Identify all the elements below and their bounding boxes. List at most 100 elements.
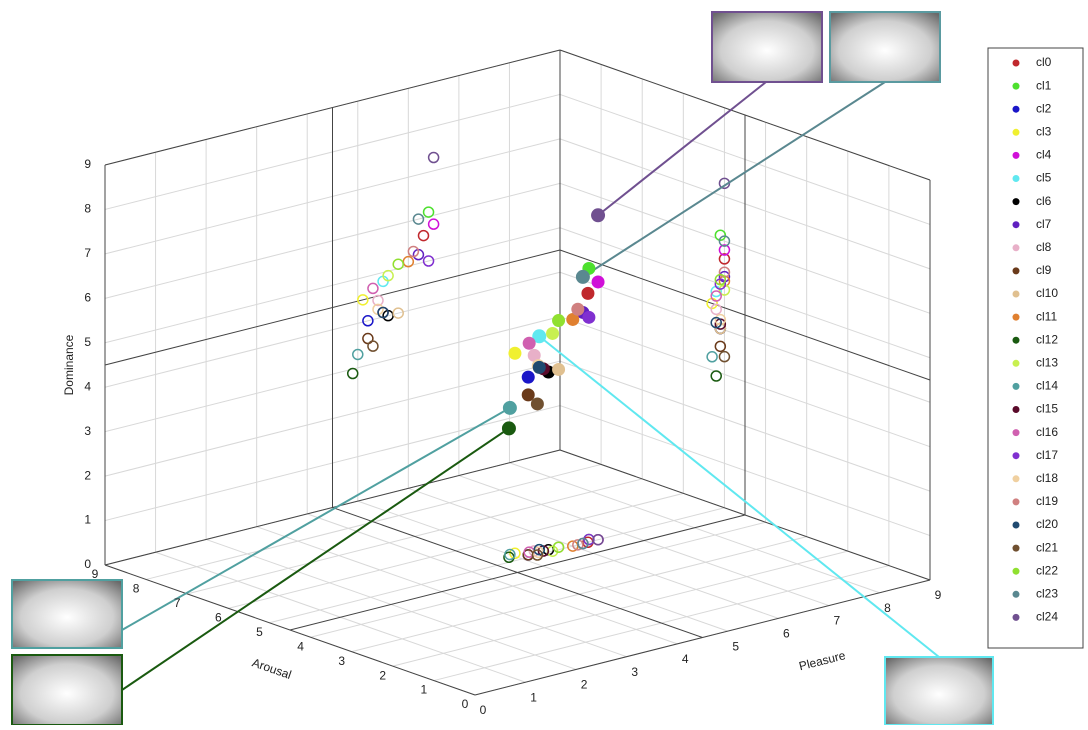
point [503, 401, 517, 415]
legend-marker [1013, 475, 1020, 482]
legend-marker [1013, 337, 1020, 344]
legend-label: cl6 [1036, 194, 1052, 208]
legend-label: cl15 [1036, 402, 1058, 416]
y-tick-label: 3 [338, 654, 345, 668]
legend-marker [1013, 291, 1020, 298]
legend-marker [1013, 360, 1020, 367]
legend-marker [1013, 522, 1020, 529]
z-tick-label: 3 [84, 424, 91, 438]
point [582, 311, 595, 324]
legend-marker [1013, 429, 1020, 436]
z-tick-label: 8 [84, 202, 91, 216]
legend-marker [1013, 106, 1020, 113]
y-tick-label: 5 [256, 625, 263, 639]
y-tick-label: 0 [462, 697, 469, 711]
point [576, 270, 590, 284]
thumbnails [12, 12, 993, 725]
x-tick-label: 1 [530, 690, 537, 704]
legend-marker [1013, 60, 1020, 67]
link-layer [122, 82, 939, 690]
x-tick-label: 5 [732, 639, 739, 653]
x-tick-label: 4 [682, 652, 689, 666]
y-axis-label: Arousal [250, 655, 293, 681]
wall-projection [419, 231, 429, 241]
legend-label: cl8 [1036, 240, 1052, 254]
point [571, 303, 584, 316]
z-tick-label: 5 [84, 335, 91, 349]
x-tick-label: 3 [631, 665, 638, 679]
y-tick-label: 1 [421, 683, 428, 697]
z-tick-label: 1 [84, 513, 91, 527]
z-axis-label: Dominance [62, 334, 76, 395]
legend-label: cl4 [1036, 148, 1052, 162]
point [592, 275, 605, 288]
y-tick-label: 8 [133, 582, 140, 596]
legend-marker [1013, 498, 1020, 505]
legend-label: cl12 [1036, 332, 1058, 346]
x-tick-label: 6 [783, 627, 790, 641]
wall-projection [393, 259, 403, 269]
legend-label: cl13 [1036, 355, 1058, 369]
point [502, 421, 516, 435]
thumbnail [12, 655, 122, 725]
legend-label: cl21 [1036, 540, 1058, 554]
page: {"chart_data": {"type": "scatter3d", "xl… [0, 0, 1088, 725]
legend-marker [1013, 614, 1020, 621]
legend-marker [1013, 244, 1020, 251]
legend-label: cl11 [1036, 309, 1057, 323]
wall-projection [368, 283, 378, 293]
x-tick-label: 0 [480, 703, 487, 717]
wall-projection [368, 341, 378, 351]
legend-label: cl2 [1036, 101, 1052, 115]
thumbnail [12, 580, 122, 648]
legend-marker [1013, 406, 1020, 413]
legend-marker [1013, 221, 1020, 228]
point [533, 361, 546, 374]
z-tick-label: 6 [84, 291, 91, 305]
thumbnail [885, 657, 993, 725]
y-tick-label: 4 [297, 639, 304, 653]
point [546, 327, 559, 340]
legend-label: cl1 [1036, 78, 1052, 92]
legend-marker [1013, 152, 1020, 159]
wall-projection [715, 341, 725, 351]
legend-label: cl5 [1036, 171, 1052, 185]
z-tick-label: 2 [84, 468, 91, 482]
y-tick-label: 7 [174, 596, 181, 610]
x-tick-label: 7 [834, 614, 841, 628]
wall-projection [429, 219, 439, 229]
legend-marker [1013, 452, 1020, 459]
wall-projection [429, 153, 439, 163]
legend-label: cl10 [1036, 286, 1058, 300]
point [552, 314, 565, 327]
legend-label: cl19 [1036, 494, 1058, 508]
legend-label: cl0 [1036, 55, 1052, 69]
point [531, 397, 544, 410]
legend-marker [1013, 383, 1020, 390]
x-tick-label: 8 [884, 601, 891, 615]
wall-projection [711, 371, 721, 381]
point-layer [502, 208, 605, 435]
legend-label: cl22 [1036, 563, 1058, 577]
point [552, 363, 565, 376]
legend-marker [1013, 198, 1020, 205]
point [591, 208, 605, 222]
point [508, 347, 521, 360]
legend-label: cl23 [1036, 586, 1058, 600]
legend-label: cl3 [1036, 124, 1052, 138]
legend-marker [1013, 591, 1020, 598]
point [523, 337, 536, 350]
legend-marker [1013, 314, 1020, 321]
y-tick-label: 9 [92, 567, 99, 581]
thumbnail [830, 12, 940, 82]
legend-marker [1013, 175, 1020, 182]
z-tick-label: 0 [84, 557, 91, 571]
legend-marker [1013, 545, 1020, 552]
link-line [598, 82, 766, 215]
legend-marker [1013, 267, 1020, 274]
z-tick-label: 4 [84, 379, 91, 393]
thumbnail [712, 12, 822, 82]
chart: cl0cl1cl2cl3cl4cl5cl6cl7cl8cl9cl10cl11cl… [0, 0, 1088, 725]
legend-label: cl9 [1036, 263, 1052, 277]
point [581, 287, 594, 300]
